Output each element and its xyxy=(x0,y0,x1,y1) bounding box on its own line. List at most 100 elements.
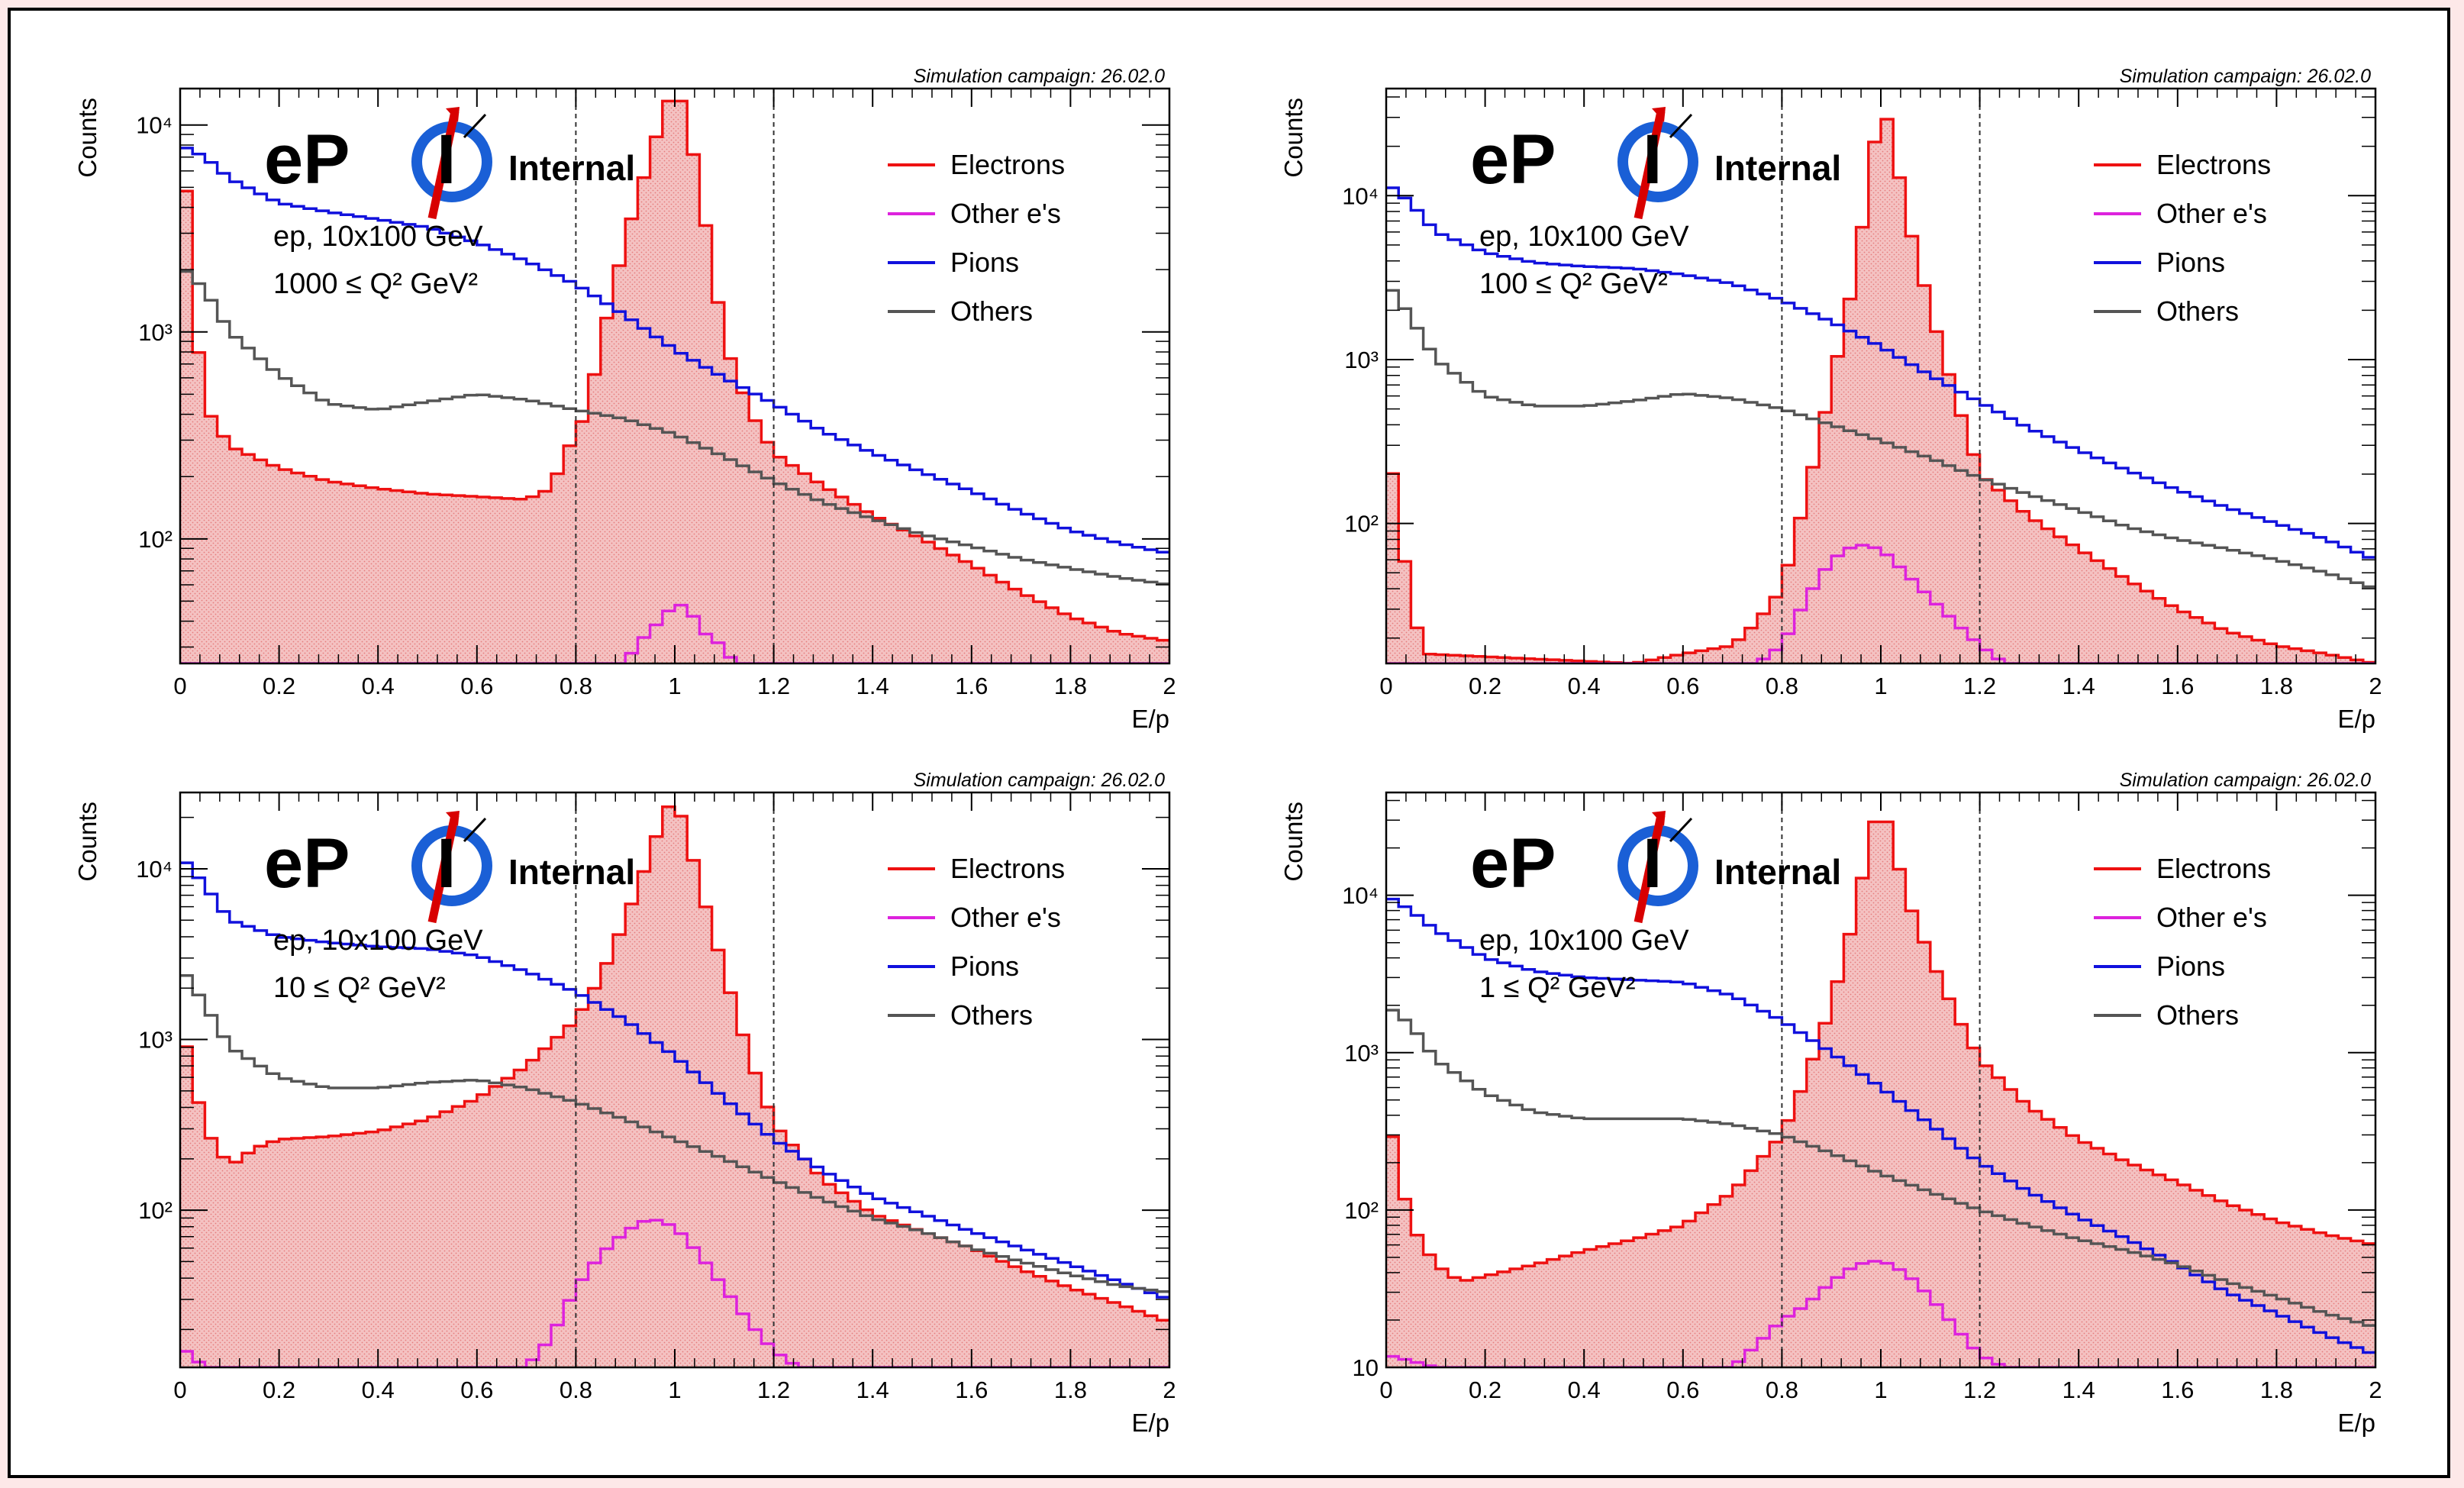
logo-arrowhead xyxy=(1652,107,1666,122)
beam-label: ep, 10x100 GeV xyxy=(1479,925,1689,957)
x-tick-label: 0.4 xyxy=(362,1377,395,1403)
series-fill-electrons xyxy=(180,806,1169,1367)
panel-2: Simulation campaign: 26.02.0 0 0.2 0.4 0.6 0.… xyxy=(1279,66,2382,733)
epic-logo: eP I Internal xyxy=(264,107,635,220)
series-line-others xyxy=(180,974,1169,1293)
series-line-otheres xyxy=(180,1218,1169,1367)
q2-label: 10 ≤ Q² GeV² xyxy=(273,972,446,1004)
panel-4: Simulation campaign: 26.02.0 0 0.2 0.4 0.6 0.… xyxy=(1279,770,2382,1437)
x-tick-label: 0.4 xyxy=(1568,1377,1601,1403)
logo-arrowhead xyxy=(446,107,460,122)
x-tick-label: 0.6 xyxy=(1666,673,1699,699)
epic-logo: eP I Internal xyxy=(1470,811,1841,924)
y-axis-label: Counts xyxy=(1279,98,1308,178)
y-tick-label: 10³ xyxy=(138,319,173,346)
plot-area xyxy=(1386,118,2375,663)
legend-item: Pions xyxy=(2156,951,2225,982)
legend-item: Pions xyxy=(950,951,1019,982)
x-tick-label: 0.6 xyxy=(460,1377,493,1403)
beam-label: ep, 10x100 GeV xyxy=(273,925,483,957)
x-tick-label: 1.2 xyxy=(757,673,790,699)
logo-track xyxy=(463,817,487,843)
series-fill-electrons xyxy=(1386,119,2375,663)
series-line-otheres xyxy=(1386,544,2375,663)
x-tick-label: 0.8 xyxy=(560,673,592,699)
panel-1: Simulation campaign: 26.02.0 0 0.2 0.4 0.6 0.… xyxy=(73,66,1176,733)
x-tick-label: 0.2 xyxy=(263,673,295,699)
legend-item: Pions xyxy=(950,247,1019,278)
y-tick-label: 10³ xyxy=(138,1027,173,1054)
legend-item: Other e's xyxy=(2156,198,2267,229)
x-tick-label: 2 xyxy=(1163,1377,1176,1403)
legend-item: Others xyxy=(950,999,1033,1031)
x-tick-label: 1.4 xyxy=(2062,673,2095,699)
internal-label: Internal xyxy=(508,852,635,892)
series-line-otheres xyxy=(1386,1260,2375,1367)
x-tick-label: 0.8 xyxy=(1766,1377,1798,1403)
x-tick-label: 1 xyxy=(668,1377,681,1403)
legend-item: Electrons xyxy=(2156,853,2271,884)
plot-area xyxy=(1386,820,2375,1367)
internal-label: Internal xyxy=(1714,852,1841,892)
y-tick-label: 10² xyxy=(1344,511,1379,537)
campaign-label: Simulation campaign: 26.02.0 xyxy=(914,770,1165,791)
logo-wordmark: eP xyxy=(1470,121,1556,199)
y-axis-label: Counts xyxy=(1279,802,1308,882)
series-fill-electrons xyxy=(180,101,1169,663)
x-tick-label: 0.6 xyxy=(1666,1377,1699,1403)
x-tick-label: 0.6 xyxy=(460,673,493,699)
x-tick-label: 1 xyxy=(1874,1377,1887,1403)
x-tick-label: 1.6 xyxy=(955,673,988,699)
x-tick-label: 1.8 xyxy=(2260,1377,2293,1403)
legend-item: Electrons xyxy=(2156,149,2271,180)
logo-arrow xyxy=(427,110,460,220)
logo-arrow xyxy=(1634,110,1666,220)
series-line-pions xyxy=(180,147,1169,554)
x-tick-label: 0.8 xyxy=(1766,673,1798,699)
x-tick-label: 1 xyxy=(1874,673,1887,699)
legend-item: Electrons xyxy=(950,149,1065,180)
logo-wordmark: eP xyxy=(264,825,350,902)
x-tick-label: 1.2 xyxy=(1963,673,1996,699)
legend-item: Pions xyxy=(2156,247,2225,278)
epic-logo: eP I Internal xyxy=(264,811,635,924)
x-tick-label: 0 xyxy=(1379,673,1392,699)
x-tick-label: 0.2 xyxy=(1469,1377,1501,1403)
legend-item: Others xyxy=(950,295,1033,327)
legend-item: Others xyxy=(2156,999,2239,1031)
x-tick-label: 1.8 xyxy=(1054,1377,1087,1403)
beam-label: ep, 10x100 GeV xyxy=(1479,221,1689,253)
x-axis-label: E/p xyxy=(2337,705,2375,733)
series-line-pions xyxy=(1386,186,2375,559)
x-tick-label: 1.8 xyxy=(1054,673,1087,699)
q2-label: 100 ≤ Q² GeV² xyxy=(1479,268,1668,300)
legend-item: Other e's xyxy=(950,902,1061,933)
x-tick-label: 1.4 xyxy=(856,1377,889,1403)
y-tick-label: 10 xyxy=(1353,1354,1379,1381)
legend-item: Other e's xyxy=(950,198,1061,229)
logo-wordmark: eP xyxy=(264,121,350,199)
logo-track xyxy=(463,113,487,139)
x-tick-label: 0.4 xyxy=(1568,673,1601,699)
y-axis-label: Counts xyxy=(73,98,102,178)
legend-item: Electrons xyxy=(950,853,1065,884)
logo-wordmark: eP xyxy=(1470,825,1556,902)
logo-track xyxy=(1669,113,1693,139)
y-tick-label: 10⁴ xyxy=(136,112,173,139)
x-tick-label: 0 xyxy=(1379,1377,1392,1403)
y-tick-label: 10⁴ xyxy=(1342,883,1379,909)
y-tick-label: 10³ xyxy=(1344,1040,1379,1067)
series-line-others xyxy=(1386,1009,2375,1327)
y-axis-label: Counts xyxy=(73,802,102,882)
internal-label: Internal xyxy=(508,148,635,188)
beam-label: ep, 10x100 GeV xyxy=(273,221,483,253)
plot-area xyxy=(180,805,1169,1367)
campaign-label: Simulation campaign: 26.02.0 xyxy=(2120,770,2371,791)
logo-arrow xyxy=(1634,814,1666,924)
series-line-electrons xyxy=(1386,118,2375,663)
campaign-label: Simulation campaign: 26.02.0 xyxy=(2120,66,2371,87)
y-tick-label: 10² xyxy=(138,1197,173,1224)
series-line-pions xyxy=(180,861,1169,1299)
x-tick-label: 0.8 xyxy=(560,1377,592,1403)
x-tick-label: 2 xyxy=(2369,1377,2382,1403)
